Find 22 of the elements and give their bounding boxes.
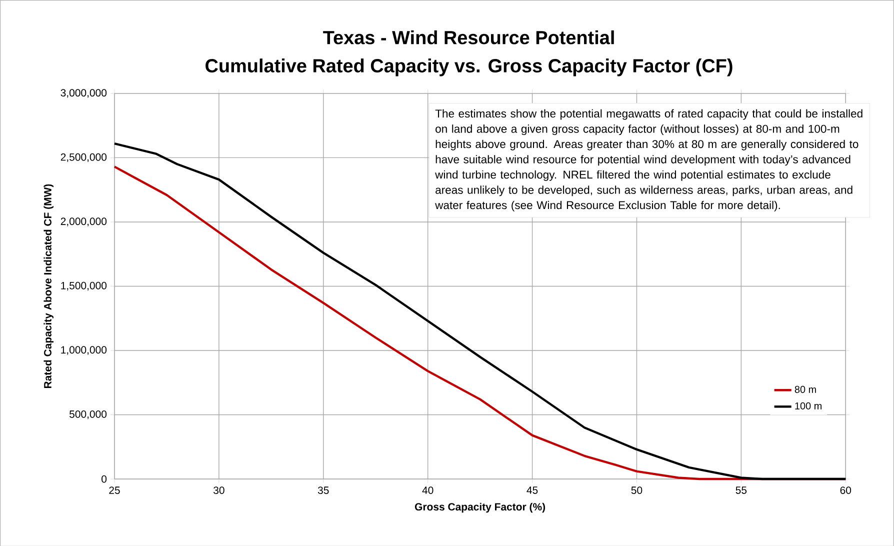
x-tick-label: 50 <box>631 486 642 494</box>
x-tick-label: 45 <box>526 486 538 494</box>
y-axis-title: Rated Capacity Above Indicated CF (MW) <box>44 184 54 388</box>
x-tick-label: 40 <box>422 486 434 494</box>
y-tick-label: 1,000,000 <box>61 346 107 355</box>
legend-label: 100 m <box>795 402 822 410</box>
x-tick-label: 30 <box>214 486 224 494</box>
y-tick-label: 2,000,000 <box>60 217 107 226</box>
y-tick-label: 1,500,000 <box>61 282 107 290</box>
y-tick-label: 0 <box>102 475 107 483</box>
y-tick-label: 500,000 <box>70 410 107 419</box>
x-axis-title: Gross Capacity Factor (%) <box>414 502 546 512</box>
x-tick-label: 55 <box>736 486 747 494</box>
annotation: The estimates show the potential megawatts of rated capacity that could be installed on land above a given gross capacity factor (without losses) at 80-m and 100-m heights above ground. Areas greater than 30% at 80 m are generally considered to have suitable wind resource for potential wind development with today’s advanced wind turbine technology. NREL filtered the wind potential estimates to exclude areas unlikely to be developed, such as wilderness areas, parks, urban areas, and water features (see Wind Resource Exclusion Table for more detail). <box>435 109 862 212</box>
x-tick-label: 60 <box>840 486 852 494</box>
chart-title: Texas - Wind Resource Potential <box>323 30 614 44</box>
y-tick-label: 3,000,000 <box>60 88 107 98</box>
y-tick-label: 2,500,000 <box>60 153 107 162</box>
legend-label: 80 m <box>794 386 816 393</box>
x-tick-label: 35 <box>318 486 329 494</box>
x-tick-label: 25 <box>109 486 120 494</box>
chart-subtitle: Cumulative Rated Capacity vs. Gross Capacity Factor (CF) <box>206 58 732 76</box>
